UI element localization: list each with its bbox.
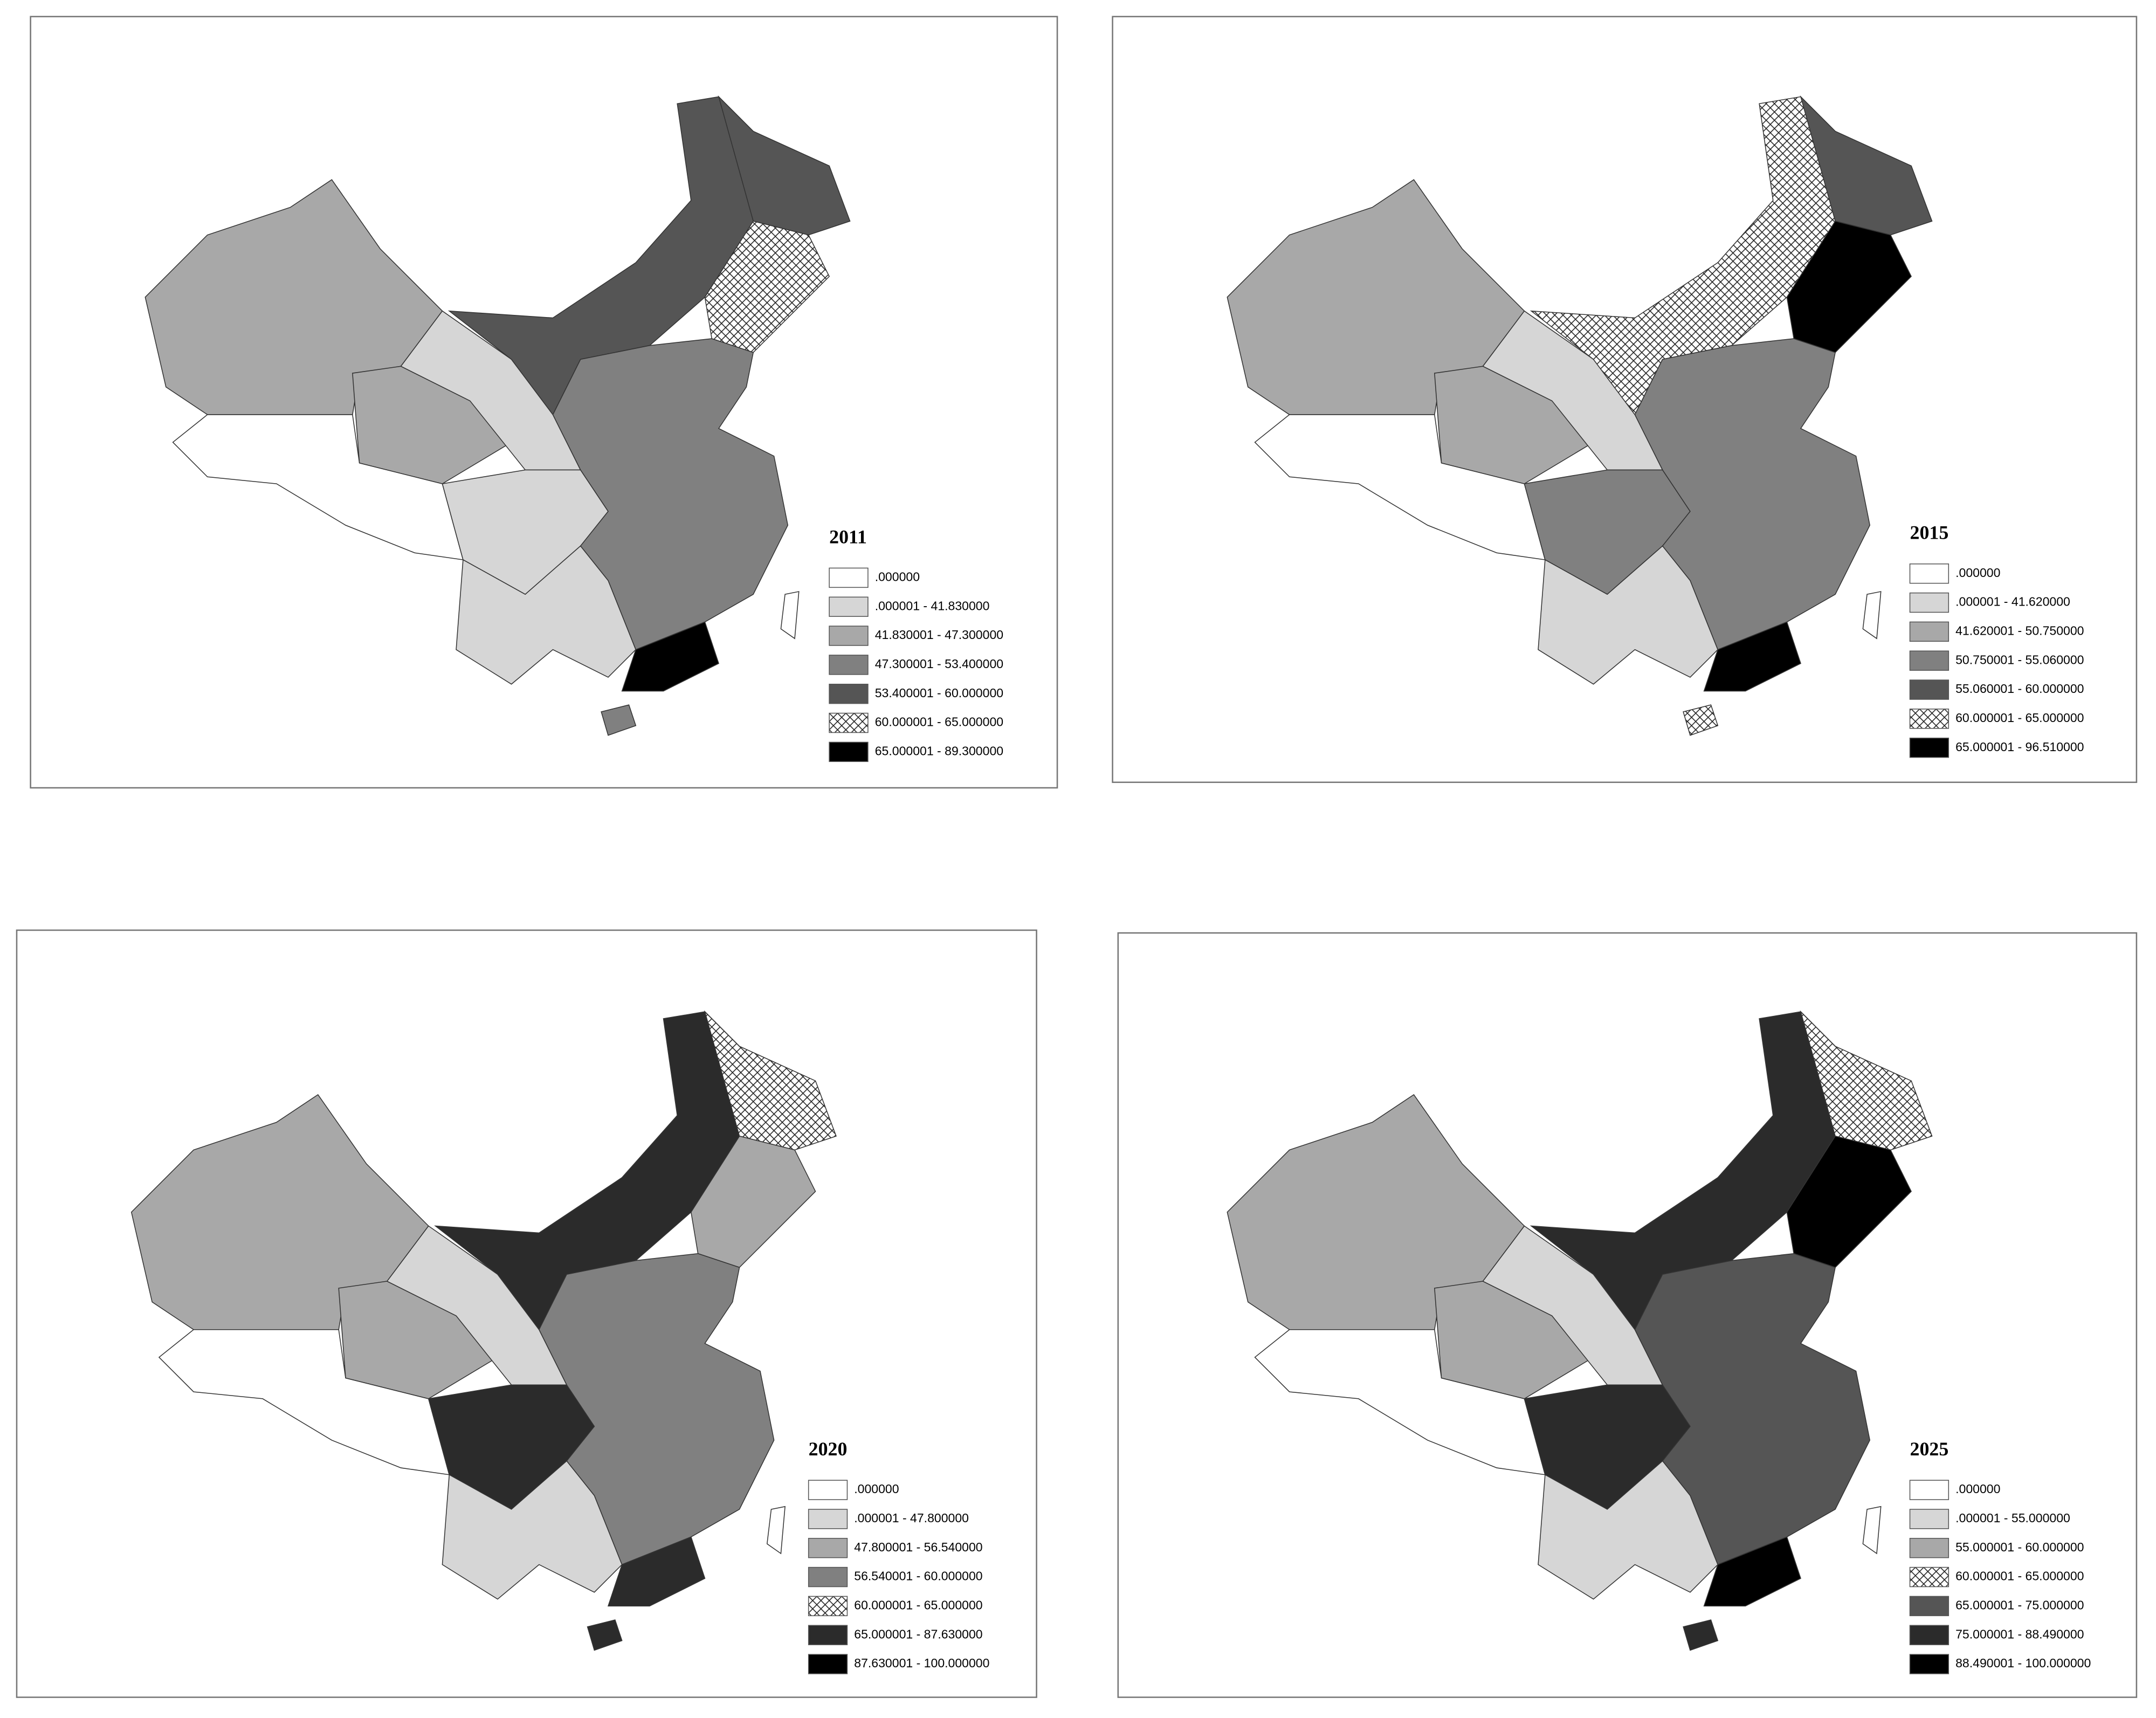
legend-label: 87.630001 - 100.000000 [854, 1656, 989, 1670]
legend-swatch [1909, 1538, 1950, 1558]
legend-swatch [829, 683, 869, 704]
legend-swatch [1909, 1480, 1950, 1500]
legend-label: 88.490001 - 100.000000 [1955, 1656, 2091, 1670]
legend-label: .000000 [875, 569, 920, 583]
legend-swatch [1909, 1654, 1950, 1674]
province-group [552, 338, 789, 650]
legend-label: .000001 - 41.830000 [875, 599, 990, 613]
legend-label: 41.830001 - 47.300000 [875, 628, 1003, 642]
legend-swatch [1909, 1625, 1950, 1645]
legend-swatch [829, 741, 869, 762]
legend-swatch [829, 712, 869, 733]
legend-label: 41.620001 - 50.750000 [1955, 623, 2084, 637]
map-panel: 2020 .000000 .000001 - 47.800000 47.800001 … [16, 929, 1037, 1698]
legend-swatch [1909, 563, 1950, 584]
legend-label: 55.000001 - 60.000000 [1955, 1540, 2084, 1554]
legend-swatch [808, 1480, 848, 1500]
province-group [1703, 1536, 1801, 1607]
legend-label: 65.000001 - 96.510000 [1955, 740, 2084, 754]
legend-swatch [808, 1538, 848, 1558]
legend-swatch [1909, 650, 1950, 671]
legend-title: 2020 [809, 1438, 848, 1460]
legend-label: 60.000001 - 65.000000 [875, 715, 1003, 729]
legend-swatch [808, 1509, 848, 1529]
legend-label: .000001 - 41.620000 [1955, 595, 2070, 609]
legend-title: 2011 [829, 526, 867, 547]
legend-label: 47.800001 - 56.540000 [854, 1540, 982, 1554]
legend-swatch [829, 567, 869, 588]
province-group [607, 1536, 706, 1607]
province-group [601, 704, 637, 736]
province-group [587, 1619, 623, 1651]
province-group [1634, 1253, 1870, 1565]
province-group [1683, 1619, 1719, 1651]
legend-swatch [1909, 1566, 1950, 1588]
legend-swatch [1909, 737, 1950, 758]
legend-label: 53.400001 - 60.000000 [875, 686, 1003, 700]
legend-swatch [829, 626, 869, 646]
legend-label: 60.000001 - 65.000000 [1955, 711, 2084, 725]
legend-label: .000000 [1955, 566, 2000, 580]
legend-swatch [1909, 679, 1950, 700]
legend-title: 2025 [1910, 1438, 1949, 1460]
legend-label: 50.750001 - 55.060000 [1955, 652, 2084, 666]
province-group [456, 545, 637, 685]
map [1227, 95, 1933, 736]
province-group [621, 621, 720, 692]
province-group [1634, 338, 1870, 650]
province-group [1683, 704, 1719, 736]
map [144, 95, 851, 736]
legend-label: 56.540001 - 60.000000 [854, 1569, 982, 1583]
province-group [1254, 414, 1546, 561]
province-group [442, 1460, 623, 1600]
legend-swatch [1909, 592, 1950, 613]
legend-swatch [1909, 1596, 1950, 1617]
province-group [780, 591, 800, 640]
legend-label: 55.060001 - 60.000000 [1955, 682, 2084, 696]
province-group [1862, 1506, 1882, 1555]
province-group [158, 1329, 450, 1475]
legend-swatch [808, 1625, 848, 1645]
legend-label: .000000 [1955, 1482, 2000, 1496]
province-group [539, 1253, 775, 1565]
legend-swatch [1909, 709, 1950, 729]
map-panel: 2015 .000000 .000001 - 41.620000 41.620001 … [1112, 16, 2138, 784]
map [130, 1010, 837, 1651]
legend-label: 47.300001 - 53.400000 [875, 657, 1003, 671]
legend-swatch [1909, 621, 1950, 642]
legend-swatch [808, 1596, 848, 1617]
legend-label: .000000 [854, 1482, 899, 1496]
legend-swatch [808, 1566, 848, 1588]
legend-label: 75.000001 - 88.490000 [1955, 1627, 2084, 1641]
legend-label: 60.000001 - 65.000000 [1955, 1569, 2084, 1583]
province-group [1538, 1460, 1719, 1600]
province-group [766, 1506, 786, 1555]
province-group [1254, 1329, 1546, 1475]
legend-label: .000001 - 55.000000 [1955, 1511, 2070, 1525]
province-group [1862, 591, 1882, 640]
legend-label: 65.000001 - 87.630000 [854, 1627, 982, 1641]
map-panel: 2025 .000000 .000001 - 55.000000 55.000001 … [1117, 932, 2138, 1698]
legend-label: 65.000001 - 75.000000 [1955, 1598, 2084, 1612]
map [1227, 1010, 1933, 1651]
legend-title: 2015 [1910, 522, 1949, 544]
legend-swatch [1909, 1509, 1950, 1529]
legend-swatch [808, 1654, 848, 1674]
legend-label: 60.000001 - 65.000000 [854, 1598, 982, 1612]
legend-swatch [829, 655, 869, 675]
province-group [1538, 545, 1719, 685]
legend-swatch [829, 596, 869, 617]
legend-label: 65.000001 - 89.300000 [875, 744, 1003, 758]
legend-label: .000001 - 47.800000 [854, 1511, 969, 1525]
province-group [172, 414, 464, 561]
province-group [1703, 621, 1801, 692]
map-panel: 2011 .000000 .000001 - 41.830000 41.830001 … [30, 16, 1058, 789]
